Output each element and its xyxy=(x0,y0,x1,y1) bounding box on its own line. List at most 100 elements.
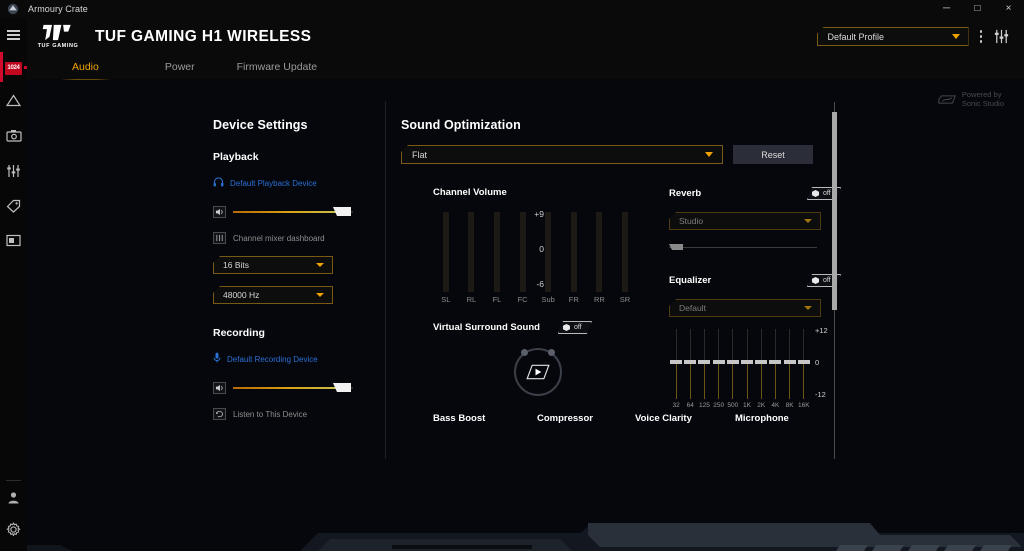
band-label: 250 xyxy=(713,402,725,409)
equalizer-preset-dropdown[interactable]: Default xyxy=(669,299,821,317)
default-recording-device-label: Default Recording Device xyxy=(227,354,318,364)
chevron-down-icon xyxy=(316,263,324,267)
speaker-icon xyxy=(213,206,226,218)
logo-text: TUF GAMING xyxy=(37,43,79,49)
bottom-sections-row: Bass Boost Compressor Voice Clarity Micr… xyxy=(401,413,841,424)
reverb-level-slider[interactable] xyxy=(669,243,817,251)
channel-label: RL xyxy=(466,295,477,304)
axis-tick-mid: 0 xyxy=(539,244,544,254)
surround-dial-icon[interactable] xyxy=(514,348,562,396)
voice-clarity-title[interactable]: Voice Clarity xyxy=(635,413,692,424)
sound-optimization-title: Sound Optimization xyxy=(401,118,521,132)
gear-icon xyxy=(6,522,21,542)
channel-volume-chart[interactable]: +9 0 -6 SL RL FL FC Sub FR RR SR xyxy=(433,209,638,307)
sliders-icon[interactable] xyxy=(993,28,1010,45)
listen-to-this-device-row[interactable]: Listen to This Device xyxy=(213,408,373,420)
virtual-surround-toggle[interactable]: off xyxy=(558,321,592,334)
header-actions: Default Profile xyxy=(816,27,1024,46)
chevron-down-icon xyxy=(804,219,812,223)
profile-dropdown-value: Default Profile xyxy=(827,31,885,42)
hamburger-icon[interactable] xyxy=(0,24,27,46)
recording-title: Recording xyxy=(213,327,265,339)
sidebar-item-scenario[interactable] xyxy=(0,125,27,151)
sidebar-item-news[interactable] xyxy=(0,230,27,256)
minimize-button[interactable]: ─ xyxy=(942,3,951,14)
sidebar-item-device[interactable]: 1024 xyxy=(0,52,27,82)
band-label: 500 xyxy=(727,402,739,409)
mixer-icon xyxy=(213,232,226,244)
panel-divider xyxy=(385,101,386,459)
maximize-button[interactable]: □ xyxy=(974,3,981,14)
slider-thumb[interactable] xyxy=(333,207,351,216)
band-label: 64 xyxy=(686,402,694,409)
axis-tick-max: +12 xyxy=(815,326,828,335)
microphone-title[interactable]: Microphone xyxy=(735,413,789,424)
chevron-down-icon xyxy=(951,34,960,39)
sidebar-item-deals[interactable] xyxy=(0,195,27,221)
bass-boost-title[interactable]: Bass Boost xyxy=(433,413,486,424)
default-recording-device-link[interactable]: Default Recording Device xyxy=(213,350,373,368)
band-label: 2K xyxy=(757,402,766,409)
virtual-surround-title: Virtual Surround Sound xyxy=(433,322,540,333)
reverb-title: Reverb xyxy=(669,188,702,199)
bit-depth-value: 16 Bits xyxy=(223,260,249,270)
close-button[interactable]: × xyxy=(1005,3,1012,14)
sidebar-item-tools[interactable] xyxy=(0,160,27,186)
rail-divider xyxy=(6,480,21,481)
sound-preset-dropdown[interactable]: Flat xyxy=(401,145,723,164)
band-label: 125 xyxy=(699,402,710,409)
channel-label: SL xyxy=(441,295,451,304)
device-badge-label: 1024 xyxy=(7,65,20,71)
sample-rate-dropdown[interactable]: 48000 Hz xyxy=(213,286,333,304)
powered-by-line1: Powered by xyxy=(961,90,1002,99)
profile-dropdown[interactable]: Default Profile xyxy=(816,27,969,46)
equalizer-axis: +12 0 -12 xyxy=(811,326,831,399)
sidebar-item-account[interactable] xyxy=(0,487,27,513)
left-navigation-rail: 1024 xyxy=(0,18,27,551)
channel-mixer-dashboard-row[interactable]: Channel mixer dashboard xyxy=(213,232,373,244)
tab-firmware-update[interactable]: Firmware Update xyxy=(236,61,318,73)
notification-dot xyxy=(24,65,27,69)
content-scrollbar[interactable] xyxy=(832,102,837,459)
slider-thumb[interactable] xyxy=(669,244,683,250)
band-label: 8K xyxy=(785,402,794,409)
content-area: Powered by Sonic Studio Device Settings … xyxy=(27,79,1024,516)
app-icon xyxy=(4,0,22,18)
equalizer-bands xyxy=(669,329,811,399)
equalizer-chart[interactable]: +12 0 -12 32 64 125 250 500 1K 2K xyxy=(669,326,831,421)
reverb-preset-dropdown[interactable]: Studio xyxy=(669,212,821,230)
device-settings-panel: Device Settings Playback Default Playbac… xyxy=(213,118,373,420)
bit-depth-dropdown[interactable]: 16 Bits xyxy=(213,256,333,274)
reset-button[interactable]: Reset xyxy=(733,145,813,164)
more-options-icon[interactable] xyxy=(978,28,985,45)
playback-volume-slider[interactable] xyxy=(233,206,353,218)
channel-label: RR xyxy=(593,295,605,304)
axis-tick-max: +9 xyxy=(534,209,544,219)
page-title: TUF GAMING H1 WIRELESS xyxy=(95,27,312,45)
sample-rate-value: 48000 Hz xyxy=(223,290,260,300)
band-label: 32 xyxy=(672,402,680,409)
tab-power[interactable]: Power xyxy=(164,61,195,73)
slider-thumb[interactable] xyxy=(333,383,351,392)
recording-volume-slider[interactable] xyxy=(233,382,353,394)
axis-tick-mid: 0 xyxy=(815,358,820,367)
channel-volume-title: Channel Volume xyxy=(433,187,507,198)
default-playback-device-label: Default Playback Device xyxy=(230,178,317,188)
toggle-knob xyxy=(812,277,819,284)
powered-by-line2: Sonic Studio xyxy=(961,99,1004,109)
compressor-title[interactable]: Compressor xyxy=(537,413,593,424)
camera-icon xyxy=(5,129,22,147)
sound-optimization-panel: Sound Optimization Flat Reset Channel Vo… xyxy=(401,118,841,437)
sidebar-item-aura[interactable] xyxy=(0,90,27,116)
sidebar-item-settings[interactable] xyxy=(0,519,27,545)
chevron-down-icon xyxy=(705,152,713,157)
window-title: Armoury Crate xyxy=(28,4,88,14)
channel-mixer-dashboard-label: Channel mixer dashboard xyxy=(233,233,325,243)
channel-volume-axis: +9 0 -6 xyxy=(521,209,547,292)
chevron-down-icon xyxy=(316,293,324,297)
scrollbar-thumb[interactable] xyxy=(832,112,837,310)
default-playback-device-link[interactable]: Default Playback Device xyxy=(213,174,373,192)
tab-audio[interactable]: Audio xyxy=(60,55,111,80)
equalizer-icon xyxy=(6,164,21,183)
